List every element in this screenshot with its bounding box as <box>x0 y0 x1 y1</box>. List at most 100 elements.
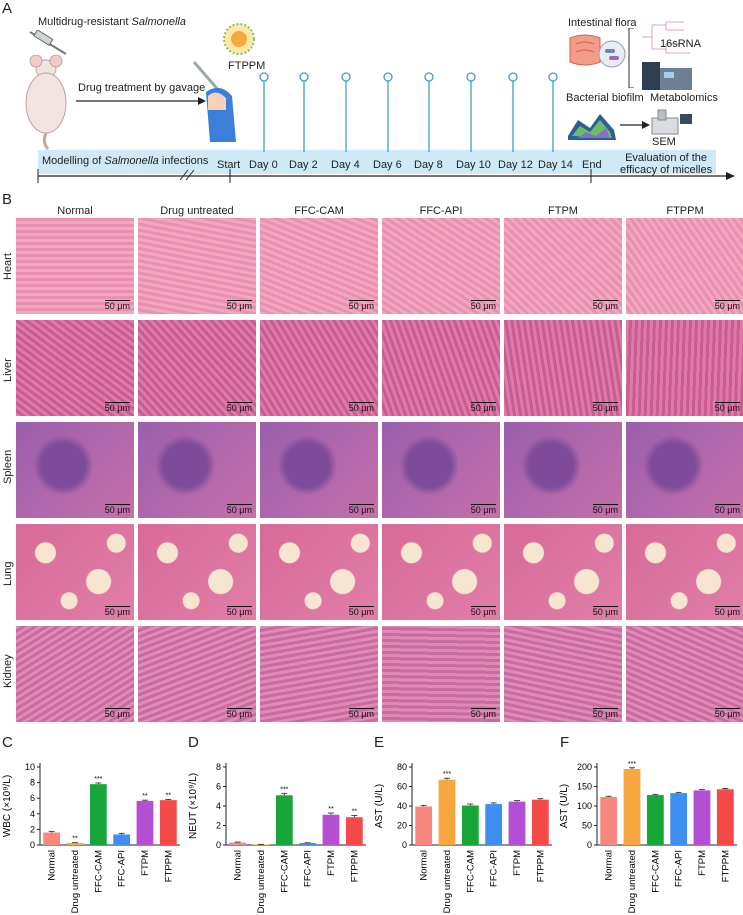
x-tick-label: FFC-CAM <box>650 850 661 893</box>
mouse-icon <box>25 55 67 150</box>
significance-label: *** <box>443 771 451 778</box>
bracket-icon <box>628 28 634 88</box>
timeline-bar <box>38 150 716 174</box>
day-label: Day 8 <box>414 159 443 171</box>
scale-bar-label: 50 μm <box>714 504 741 515</box>
bar <box>299 843 317 845</box>
row-header: Kidney <box>2 654 14 688</box>
mdr-label: Multidrug-resistant Salmonella <box>38 16 186 28</box>
scale-bar-label: 50 μm <box>348 708 375 719</box>
x-tick-label: FFC-CAM <box>93 850 104 893</box>
panel-label-d: D <box>188 734 199 751</box>
histology-tile: 50 μm <box>626 320 743 416</box>
histology-tile: 50 μm <box>16 422 134 518</box>
bar <box>89 784 107 845</box>
error-bar <box>722 788 729 790</box>
scale-bar-label: 50 μm <box>592 606 619 617</box>
x-tick-label: FTPPM <box>535 850 546 882</box>
timepoint-marker <box>424 72 434 152</box>
micelle-icon <box>223 23 255 55</box>
y-tick-label: 2 <box>216 821 221 831</box>
significance-label: *** <box>628 761 636 768</box>
column-header: Normal <box>57 205 93 217</box>
scale-bar-label: 50 μm <box>104 606 131 617</box>
bar <box>485 804 503 845</box>
x-tick-label: FTPPM <box>349 850 360 882</box>
bar <box>136 800 154 845</box>
histology-tile: 50 μm <box>260 422 378 518</box>
bar <box>113 834 131 845</box>
bar <box>646 795 664 845</box>
histology-tile: 50 μm <box>16 626 134 722</box>
biofilm-label: Bacterial biofilm <box>566 92 644 104</box>
scale-bar-label: 50 μm <box>714 402 741 413</box>
bar <box>670 793 688 845</box>
x-tick-label: Drug untreated <box>442 850 453 913</box>
bar <box>623 768 641 845</box>
scale-bar-label: 50 μm <box>104 708 131 719</box>
ast-bar-chart-f: AST (U/L) 0 50 100 150 200 Normal *** Drug untre… <box>559 761 737 913</box>
ast-bar-chart-e: AST (U/L) 0 20 40 60 80 Normal *** Drug untreate… <box>374 762 552 913</box>
scale-bar-label: 50 μm <box>470 606 497 617</box>
histology-tile: 50 μm <box>138 626 256 722</box>
arrow-icon <box>76 97 206 105</box>
timepoint-marker <box>259 72 269 152</box>
timepoint-marker <box>466 72 476 152</box>
y-tick-label: 50 <box>582 821 592 831</box>
row-header: Heart <box>2 253 14 280</box>
x-tick-label: FFC-API <box>117 850 128 887</box>
bar <box>66 843 84 845</box>
day-label: Day 4 <box>331 159 360 171</box>
scale-bar-label: 50 μm <box>714 606 741 617</box>
metabolomics-label: Metabolomics <box>650 92 718 104</box>
column-header: FFC-CAM <box>294 205 344 217</box>
y-tick-label: 100 <box>577 801 592 811</box>
significance-label: ** <box>142 793 148 800</box>
bar <box>345 817 363 845</box>
panel-label-f: F <box>560 734 570 751</box>
scale-bar-label: 50 μm <box>348 606 375 617</box>
error-bar <box>652 793 659 796</box>
histology-tile: 50 μm <box>504 320 622 416</box>
bar <box>600 797 618 845</box>
histology-tile: 50 μm <box>626 218 743 314</box>
scale-bar-label: 50 μm <box>714 300 741 311</box>
mass-spectrometer-icon <box>642 62 692 90</box>
panel-label-c: C <box>2 734 13 751</box>
histology-tile: 50 μm <box>626 422 743 518</box>
histology-tile: 50 μm <box>504 422 622 518</box>
y-tick-label: 0 <box>30 840 35 850</box>
x-tick-label: FTPPM <box>163 850 174 882</box>
histology-tile: 50 μm <box>382 422 500 518</box>
histology-tile: 50 μm <box>504 626 622 722</box>
y-tick-label: 6 <box>30 793 35 803</box>
intestinal-label: Intestinal flora <box>568 17 637 29</box>
day-label: Day 10 <box>456 159 491 171</box>
column-header: Drug untreated <box>160 205 234 217</box>
biofilm-icon <box>568 114 616 140</box>
scale-bar-label: 50 μm <box>226 402 253 413</box>
error-bar <box>281 792 288 796</box>
rna-label: 16sRNA <box>660 38 701 50</box>
bar <box>693 790 711 845</box>
error-bar <box>142 799 148 801</box>
column-header: FTPPM <box>666 205 704 217</box>
timepoint-marker <box>508 72 518 152</box>
timepoint-marker <box>383 72 393 152</box>
bar <box>531 799 549 845</box>
y-tick-label: 0 <box>216 840 221 850</box>
scale-bar-label: 50 μm <box>592 708 619 719</box>
scale-bar-label: 50 μm <box>348 504 375 515</box>
x-tick-label: FTPM <box>512 850 523 876</box>
x-tick-label: FTPM <box>140 850 151 876</box>
timeline-axis <box>37 169 735 183</box>
error-bar <box>351 815 358 818</box>
error-bar <box>420 804 427 807</box>
scale-bar-label: 50 μm <box>348 300 375 311</box>
bar <box>438 779 456 845</box>
panel-label-a: A <box>2 0 13 17</box>
bar <box>229 842 247 845</box>
bar <box>415 806 433 845</box>
histology-tile: 50 μm <box>138 524 256 620</box>
timepoint-marker <box>341 72 351 152</box>
